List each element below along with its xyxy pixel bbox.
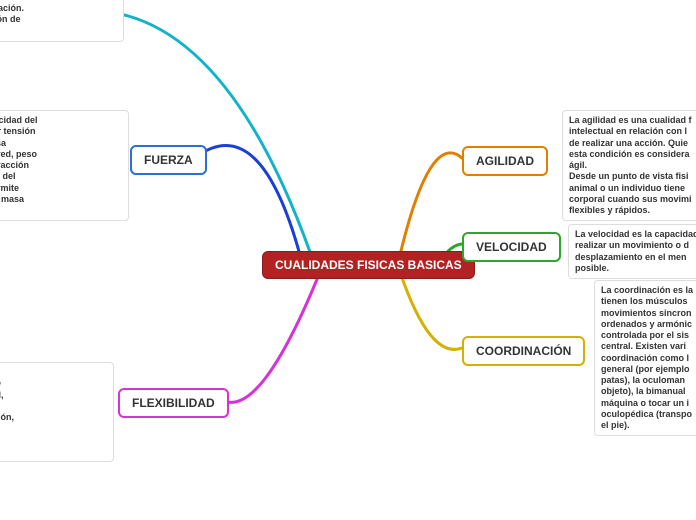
velocidad-desc: La velocidad es la capacidadrealizar un … (568, 224, 696, 279)
fuerza-desc: efinirse como la capacidad delo de ejerc… (0, 110, 129, 221)
agilidad-node[interactable]: AGILIDAD (462, 146, 548, 176)
flexibilidad-node[interactable]: FLEXIBILIDAD (118, 388, 229, 418)
coordinacion-node[interactable]: COORDINACIÓN (462, 336, 585, 366)
coordinacion-desc: La coordinación es latienen los músculos… (594, 280, 696, 436)
fuerza-node[interactable]: FUERZA (130, 145, 207, 175)
equilibrio-desc: de la base de sustentación.edio de una i… (0, 0, 124, 42)
velocidad-node[interactable]: VELOCIDAD (462, 232, 561, 262)
flexibilidad-desc: uede definir como lazar una o un grupo d… (0, 362, 114, 462)
agilidad-desc: La agilidad es una cualidad fintelectual… (562, 110, 696, 221)
center-node[interactable]: CUALIDADES FISICAS BASICAS (262, 251, 475, 279)
